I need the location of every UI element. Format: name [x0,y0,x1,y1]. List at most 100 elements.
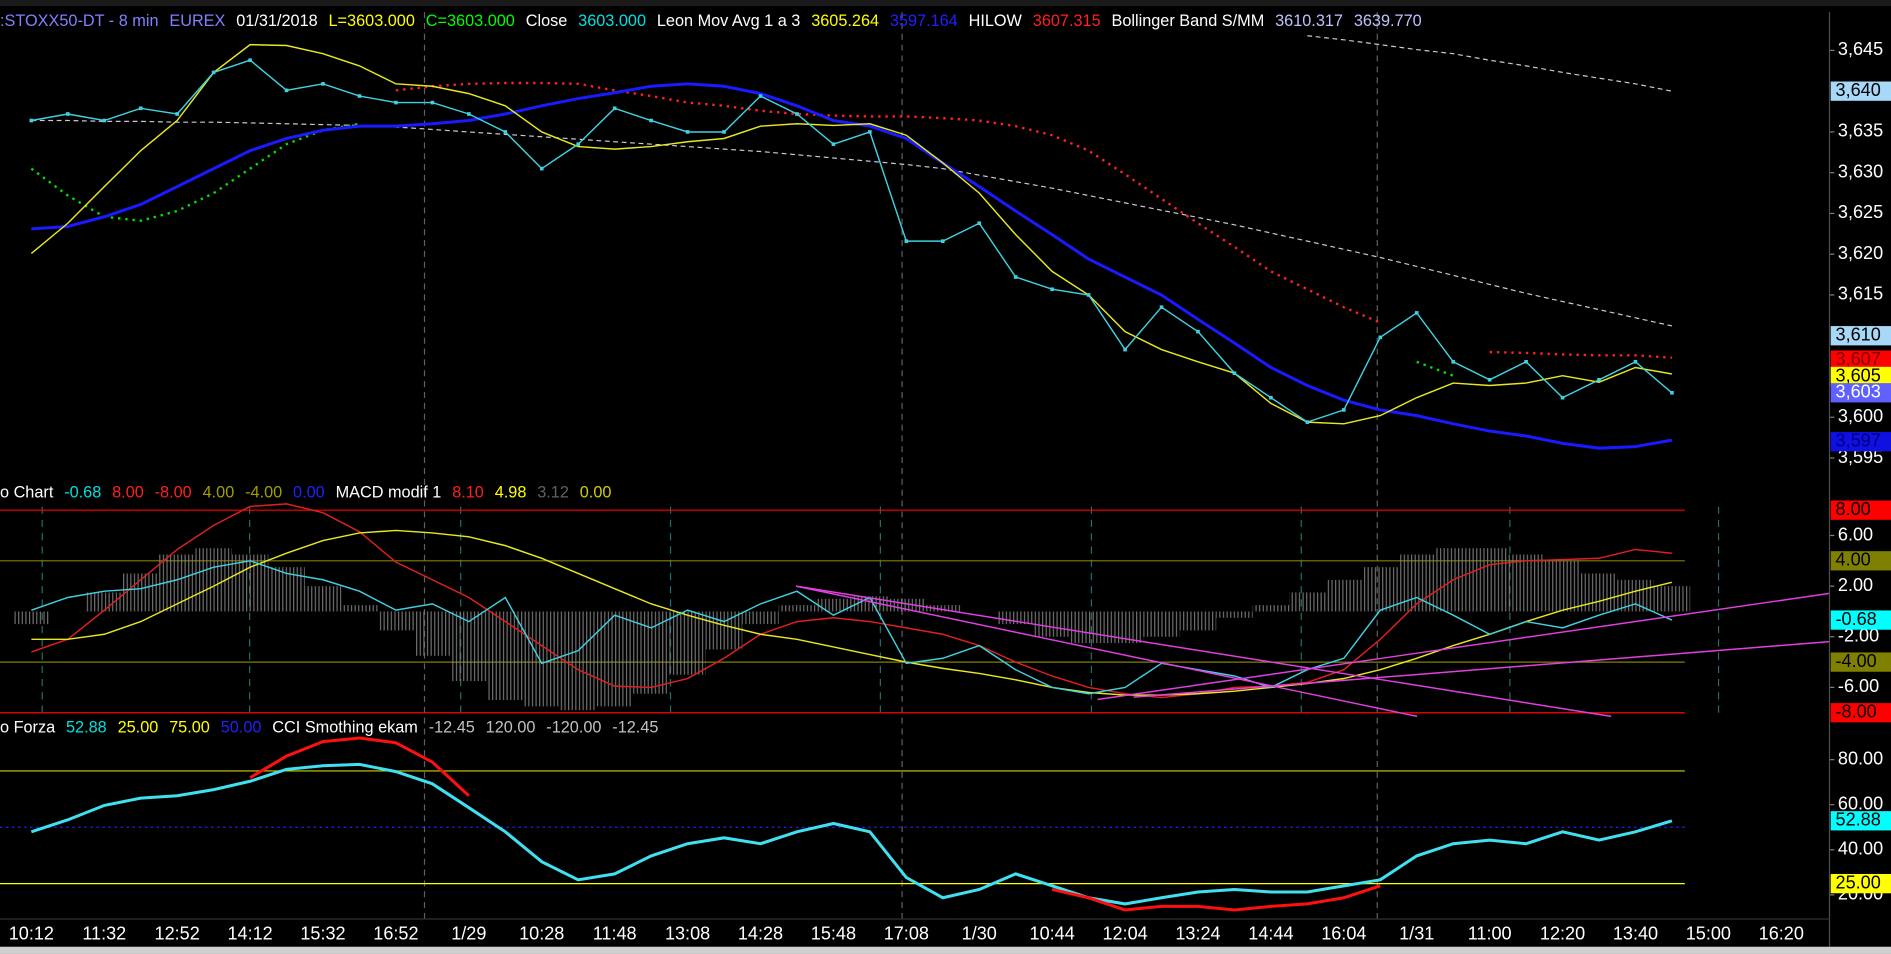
point-marker [576,142,581,146]
point-marker [1196,329,1200,334]
x-tick-label: 11:48 [593,923,637,943]
x-tick-label: 16:04 [1321,923,1366,943]
histogram-bar [1179,611,1217,631]
y-tick-label: 3,630 [1838,161,1883,181]
series-line [30,122,1454,377]
x-tick-label: 14:44 [1248,923,1293,943]
header-text: 52.88 [66,719,107,737]
header-text: Bollinger Band S/MM [1111,12,1264,30]
x-tick-label: 16:20 [1759,923,1804,943]
y-tick-label: 3,620 [1838,243,1883,263]
header-text: 75.00 [169,719,210,737]
histogram-bar [86,592,123,612]
point-marker [977,221,982,226]
histogram-bar [815,598,852,612]
point-marker [649,118,653,123]
x-tick-label: 13:40 [1613,923,1658,943]
header-text: Leon Mov Avg 1 a 3 [657,12,800,30]
point-marker [1342,408,1346,412]
value-tag [1830,432,1891,452]
trend-line [1097,592,1830,701]
y-tick-label: -2.00 [1838,626,1879,646]
histogram-bar [341,605,378,612]
plots: 3,595 3,600 3,615 3,620 3,625 3,630 3,635 3,645… [0,12,1891,943]
point-marker [1451,360,1455,364]
value-tag [1830,383,1891,403]
histogram-bar [1362,567,1399,612]
x-tick-label: 1/30 [962,923,997,943]
trend-line [795,585,1612,718]
value-tag-label: -8.00 [1836,702,1877,722]
point-marker [904,239,909,243]
y-tick-label: 80.00 [1838,748,1883,768]
header-text: 8.10 [452,484,484,502]
point-marker [1670,390,1674,395]
histogram-bar [1507,554,1545,612]
x-tick-label: 1/31 [1399,923,1434,943]
point-marker [29,118,34,123]
x-tick-label: 10:28 [519,923,564,943]
header-text: EUREX [169,12,225,30]
value-tag [1830,366,1891,387]
value-tag-label: -4.00 [1836,651,1877,671]
x-tick-label: 13:24 [1175,923,1220,943]
x-tick-label: 12:04 [1102,923,1147,943]
header-text: -4.00 [245,484,282,502]
histogram-bar [1653,586,1691,612]
point-marker [321,82,325,86]
header-text: 25.00 [118,719,159,737]
histogram-bar [778,605,816,612]
histogram-bar [632,611,670,694]
series-line [31,529,1673,696]
value-tag [1830,811,1891,831]
series-line [1307,35,1672,92]
histogram-bar [1033,611,1071,637]
histogram-bar [377,611,415,631]
trend-line [795,585,1418,718]
histogram-bar [1289,592,1326,612]
header-text: -12.45 [429,719,475,737]
value-tag-label: 3,640 [1836,80,1881,100]
value-tag [1830,652,1891,672]
point-marker [1560,395,1565,400]
histogram-bar [450,611,488,682]
histogram-bar [268,567,305,612]
histogram-bar [559,611,597,711]
header-text: :STOXX50-DT - 8 min [0,12,159,30]
x-tick-label: 10:12 [9,923,54,943]
series-line [31,82,1673,450]
point-marker [102,118,107,123]
y-tick-label: 60.00 [1838,794,1883,814]
toolbar-edge [0,0,1891,7]
histogram-bar [1143,611,1180,637]
histogram-bar [1580,573,1618,612]
value-tag [1830,350,1891,370]
point-marker [1414,311,1419,315]
histogram-bar [1106,611,1144,644]
point-marker [1123,347,1127,352]
point-marker [868,130,872,134]
histogram-bar [742,611,779,625]
x-tick-label: 1/29 [451,923,486,943]
point-marker [1487,377,1492,382]
histogram-bar [487,611,524,701]
point-marker [612,106,617,111]
series-line [30,43,1672,425]
x-tick-label: 15:32 [300,923,345,943]
x-tick-label: 16:52 [373,923,418,943]
point-marker [1013,275,1018,279]
header-text: 3610.317 [1275,12,1343,30]
value-tag-label: 3,605 [1836,365,1881,385]
value-tag-label: 3,597 [1836,430,1881,450]
header-text: 01/31/2018 [236,12,317,30]
point-marker [795,112,799,116]
point-marker [211,70,216,75]
series-line [395,81,1672,359]
x-tick-label: 15:48 [811,923,856,943]
scrollbar[interactable] [0,946,1891,954]
header-text: MACD modif 1 [336,484,442,502]
header-text: Close [526,12,568,30]
value-tag-label: 4.00 [1836,550,1871,570]
